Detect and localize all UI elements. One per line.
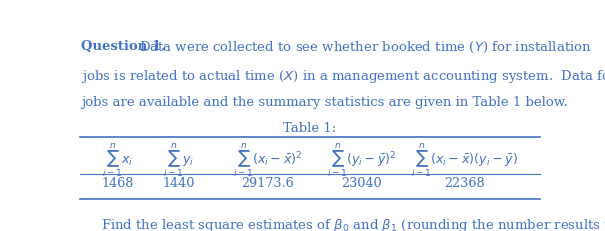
Text: $\sum_{i=1}^{n}(x_i - \bar{x})(y_i - \bar{y})$: $\sum_{i=1}^{n}(x_i - \bar{x})(y_i - \ba… bbox=[411, 141, 518, 178]
Text: $\sum_{i=1}^{n}(x_i - \bar{x})^2$: $\sum_{i=1}^{n}(x_i - \bar{x})^2$ bbox=[233, 141, 302, 178]
Text: 1440: 1440 bbox=[163, 176, 195, 189]
Text: 23040: 23040 bbox=[341, 176, 382, 189]
Text: Find the least square estimates of $\beta_0$ and $\beta_1$ (rounding the number : Find the least square estimates of $\bet… bbox=[102, 216, 605, 231]
Text: Table 1:: Table 1: bbox=[283, 121, 337, 134]
Text: jobs are available and the summary statistics are given in Table 1 below.: jobs are available and the summary stati… bbox=[81, 95, 568, 108]
Text: $\sum_{i=1}^{n}(y_i - \bar{y})^2$: $\sum_{i=1}^{n}(y_i - \bar{y})^2$ bbox=[327, 141, 396, 178]
Text: 22368: 22368 bbox=[445, 176, 485, 189]
Text: $\sum_{i=1}^{n} y_i$: $\sum_{i=1}^{n} y_i$ bbox=[163, 141, 194, 178]
Text: 1468: 1468 bbox=[102, 176, 134, 189]
Text: Data were collected to see whether booked time ($Y$) for installation: Data were collected to see whether booke… bbox=[139, 40, 592, 55]
Text: jobs is related to actual time ($X$) in a management accounting system.  Data fo: jobs is related to actual time ($X$) in … bbox=[81, 68, 605, 85]
Text: Question 1.: Question 1. bbox=[81, 40, 166, 53]
Text: 29173.6: 29173.6 bbox=[241, 176, 294, 189]
Text: $\sum_{i=1}^{n} x_i$: $\sum_{i=1}^{n} x_i$ bbox=[102, 141, 133, 178]
